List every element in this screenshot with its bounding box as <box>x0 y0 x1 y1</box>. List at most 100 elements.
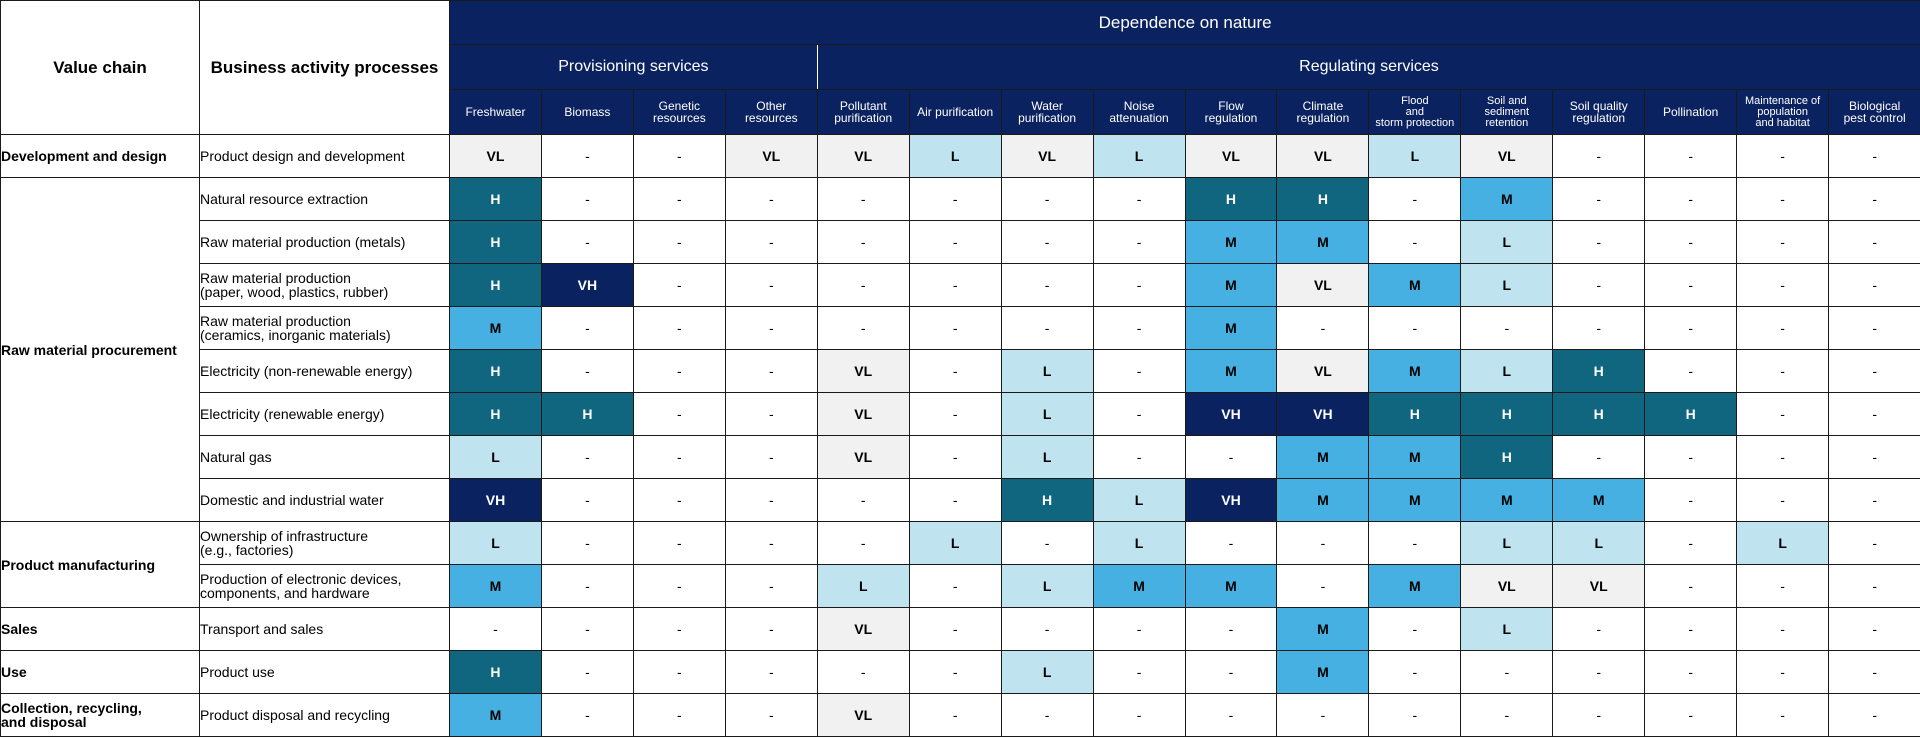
dependence-cell: VL <box>1000 134 1094 178</box>
value-chain-header: Value chain <box>0 0 200 135</box>
dependence-cell: - <box>1828 220 1920 264</box>
dependence-cell: - <box>1552 650 1646 694</box>
dependence-cell: - <box>1276 564 1370 608</box>
dependence-cell: - <box>632 435 726 479</box>
dependence-cell: - <box>1092 693 1186 737</box>
dependence-cell: L <box>1000 650 1094 694</box>
dependence-cell: - <box>908 220 1002 264</box>
dependence-cell: - <box>816 306 910 350</box>
dependence-cell: - <box>1184 650 1278 694</box>
dependence-cell: - <box>1828 134 1920 178</box>
dependence-cell: VL <box>1276 349 1370 393</box>
dependence-cell: H <box>1644 392 1738 436</box>
dependence-cell: - <box>1276 306 1370 350</box>
dependence-cell: - <box>724 177 818 221</box>
table-row: Production of electronic devices, compon… <box>1 564 1920 608</box>
dependence-cell: M <box>1276 478 1370 522</box>
dependence-cell: - <box>540 435 634 479</box>
business-activity: Product disposal and recycling <box>199 693 450 737</box>
dependence-cell: M <box>449 564 542 608</box>
dependence-cell: M <box>1276 650 1370 694</box>
dependence-cell: - <box>540 306 634 350</box>
dependence-cell: L <box>1460 349 1554 393</box>
dependence-cell: - <box>816 177 910 221</box>
dependence-cell: - <box>1368 650 1462 694</box>
dependence-cell: - <box>540 349 634 393</box>
table-row: Domestic and industrial water VH - - - - - H L VH… <box>1 478 1920 522</box>
column-header: Maintenance of population and habitat <box>1736 89 1830 135</box>
dependence-cell: - <box>540 478 634 522</box>
dependence-cell: - <box>632 306 726 350</box>
table-row: Raw material production (ceramics, inorg… <box>1 306 1920 350</box>
provisioning-services-header: Provisioning services <box>449 44 818 90</box>
dependence-cell: - <box>1276 693 1370 737</box>
dependence-cell: - <box>632 650 726 694</box>
dependence-cell: M <box>1184 564 1278 608</box>
dependence-cell: - <box>1736 263 1830 307</box>
dependence-cell: - <box>1736 134 1830 178</box>
dependence-cell: - <box>540 693 634 737</box>
column-header: Freshwater <box>449 89 542 135</box>
dependence-cell: - <box>1828 650 1920 694</box>
dependence-cell: - <box>1828 392 1920 436</box>
dependence-cell: - <box>1736 650 1830 694</box>
dependence-cell: - <box>1092 392 1186 436</box>
dependence-cell: - <box>1460 693 1554 737</box>
dependence-cell: VL <box>724 134 818 178</box>
dependence-cell: - <box>908 693 1002 737</box>
dependence-cell: - <box>1368 693 1462 737</box>
dependence-cell: M <box>1184 349 1278 393</box>
dependence-cell: - <box>632 177 726 221</box>
dependence-cell: - <box>1736 478 1830 522</box>
dependence-cell: VL <box>816 392 910 436</box>
dependence-cell: M <box>1276 607 1370 651</box>
dependence-cell: M <box>1552 478 1646 522</box>
dependence-cell: VL <box>816 134 910 178</box>
dependence-cell: - <box>908 349 1002 393</box>
dependence-cell: - <box>1644 607 1738 651</box>
dependence-cell: - <box>1736 693 1830 737</box>
dependence-cell: - <box>540 650 634 694</box>
dependence-cell: - <box>1368 607 1462 651</box>
dependence-cell: - <box>816 478 910 522</box>
dependence-cell: - <box>724 392 818 436</box>
dependence-cell: - <box>1828 263 1920 307</box>
business-activity: Domestic and industrial water <box>199 478 450 522</box>
dependence-cell: - <box>908 564 1002 608</box>
dependence-cell: - <box>1092 349 1186 393</box>
dependence-cell: - <box>724 435 818 479</box>
regulating-services-header: Regulating services <box>816 44 1920 90</box>
dependence-cell: - <box>1552 693 1646 737</box>
column-header: Air purification <box>908 89 1002 135</box>
dependence-cell: L <box>1000 564 1094 608</box>
business-activity: Electricity (renewable energy) <box>199 392 450 436</box>
dependence-cell: - <box>1736 220 1830 264</box>
dependence-cell: - <box>1828 521 1920 565</box>
dependence-cell: - <box>1828 349 1920 393</box>
dependence-cell: L <box>908 521 1002 565</box>
column-header: Biological pest control <box>1828 89 1920 135</box>
dependence-cell: - <box>540 564 634 608</box>
dependence-cell: - <box>1184 607 1278 651</box>
table-row: Product manufacturing Ownership of infras… <box>0 521 1920 608</box>
column-header: Flow regulation <box>1184 89 1278 135</box>
dependence-cell: - <box>1644 521 1738 565</box>
column-header: Flood and storm protection <box>1368 89 1462 135</box>
dependence-cell: - <box>632 521 726 565</box>
dependence-cell: - <box>632 263 726 307</box>
dependence-cell: - <box>449 607 542 651</box>
dependence-cell: M <box>1276 220 1370 264</box>
dependence-cell: L <box>1552 521 1646 565</box>
value-chain-stage: Raw material procurement <box>0 177 200 522</box>
dependence-cell: M <box>1368 349 1462 393</box>
table-row: Sales Transport and sales - - - - VL - - - - M - L - - -… <box>0 607 1920 651</box>
dependence-cell: - <box>632 478 726 522</box>
dependence-cell: - <box>1644 134 1738 178</box>
business-activity: Transport and sales <box>199 607 450 651</box>
dependence-cell: - <box>908 263 1002 307</box>
dependence-cell: - <box>816 263 910 307</box>
dependence-cell: VL <box>1276 263 1370 307</box>
business-activity: Natural gas <box>199 435 450 479</box>
dependence-cell: - <box>632 220 726 264</box>
